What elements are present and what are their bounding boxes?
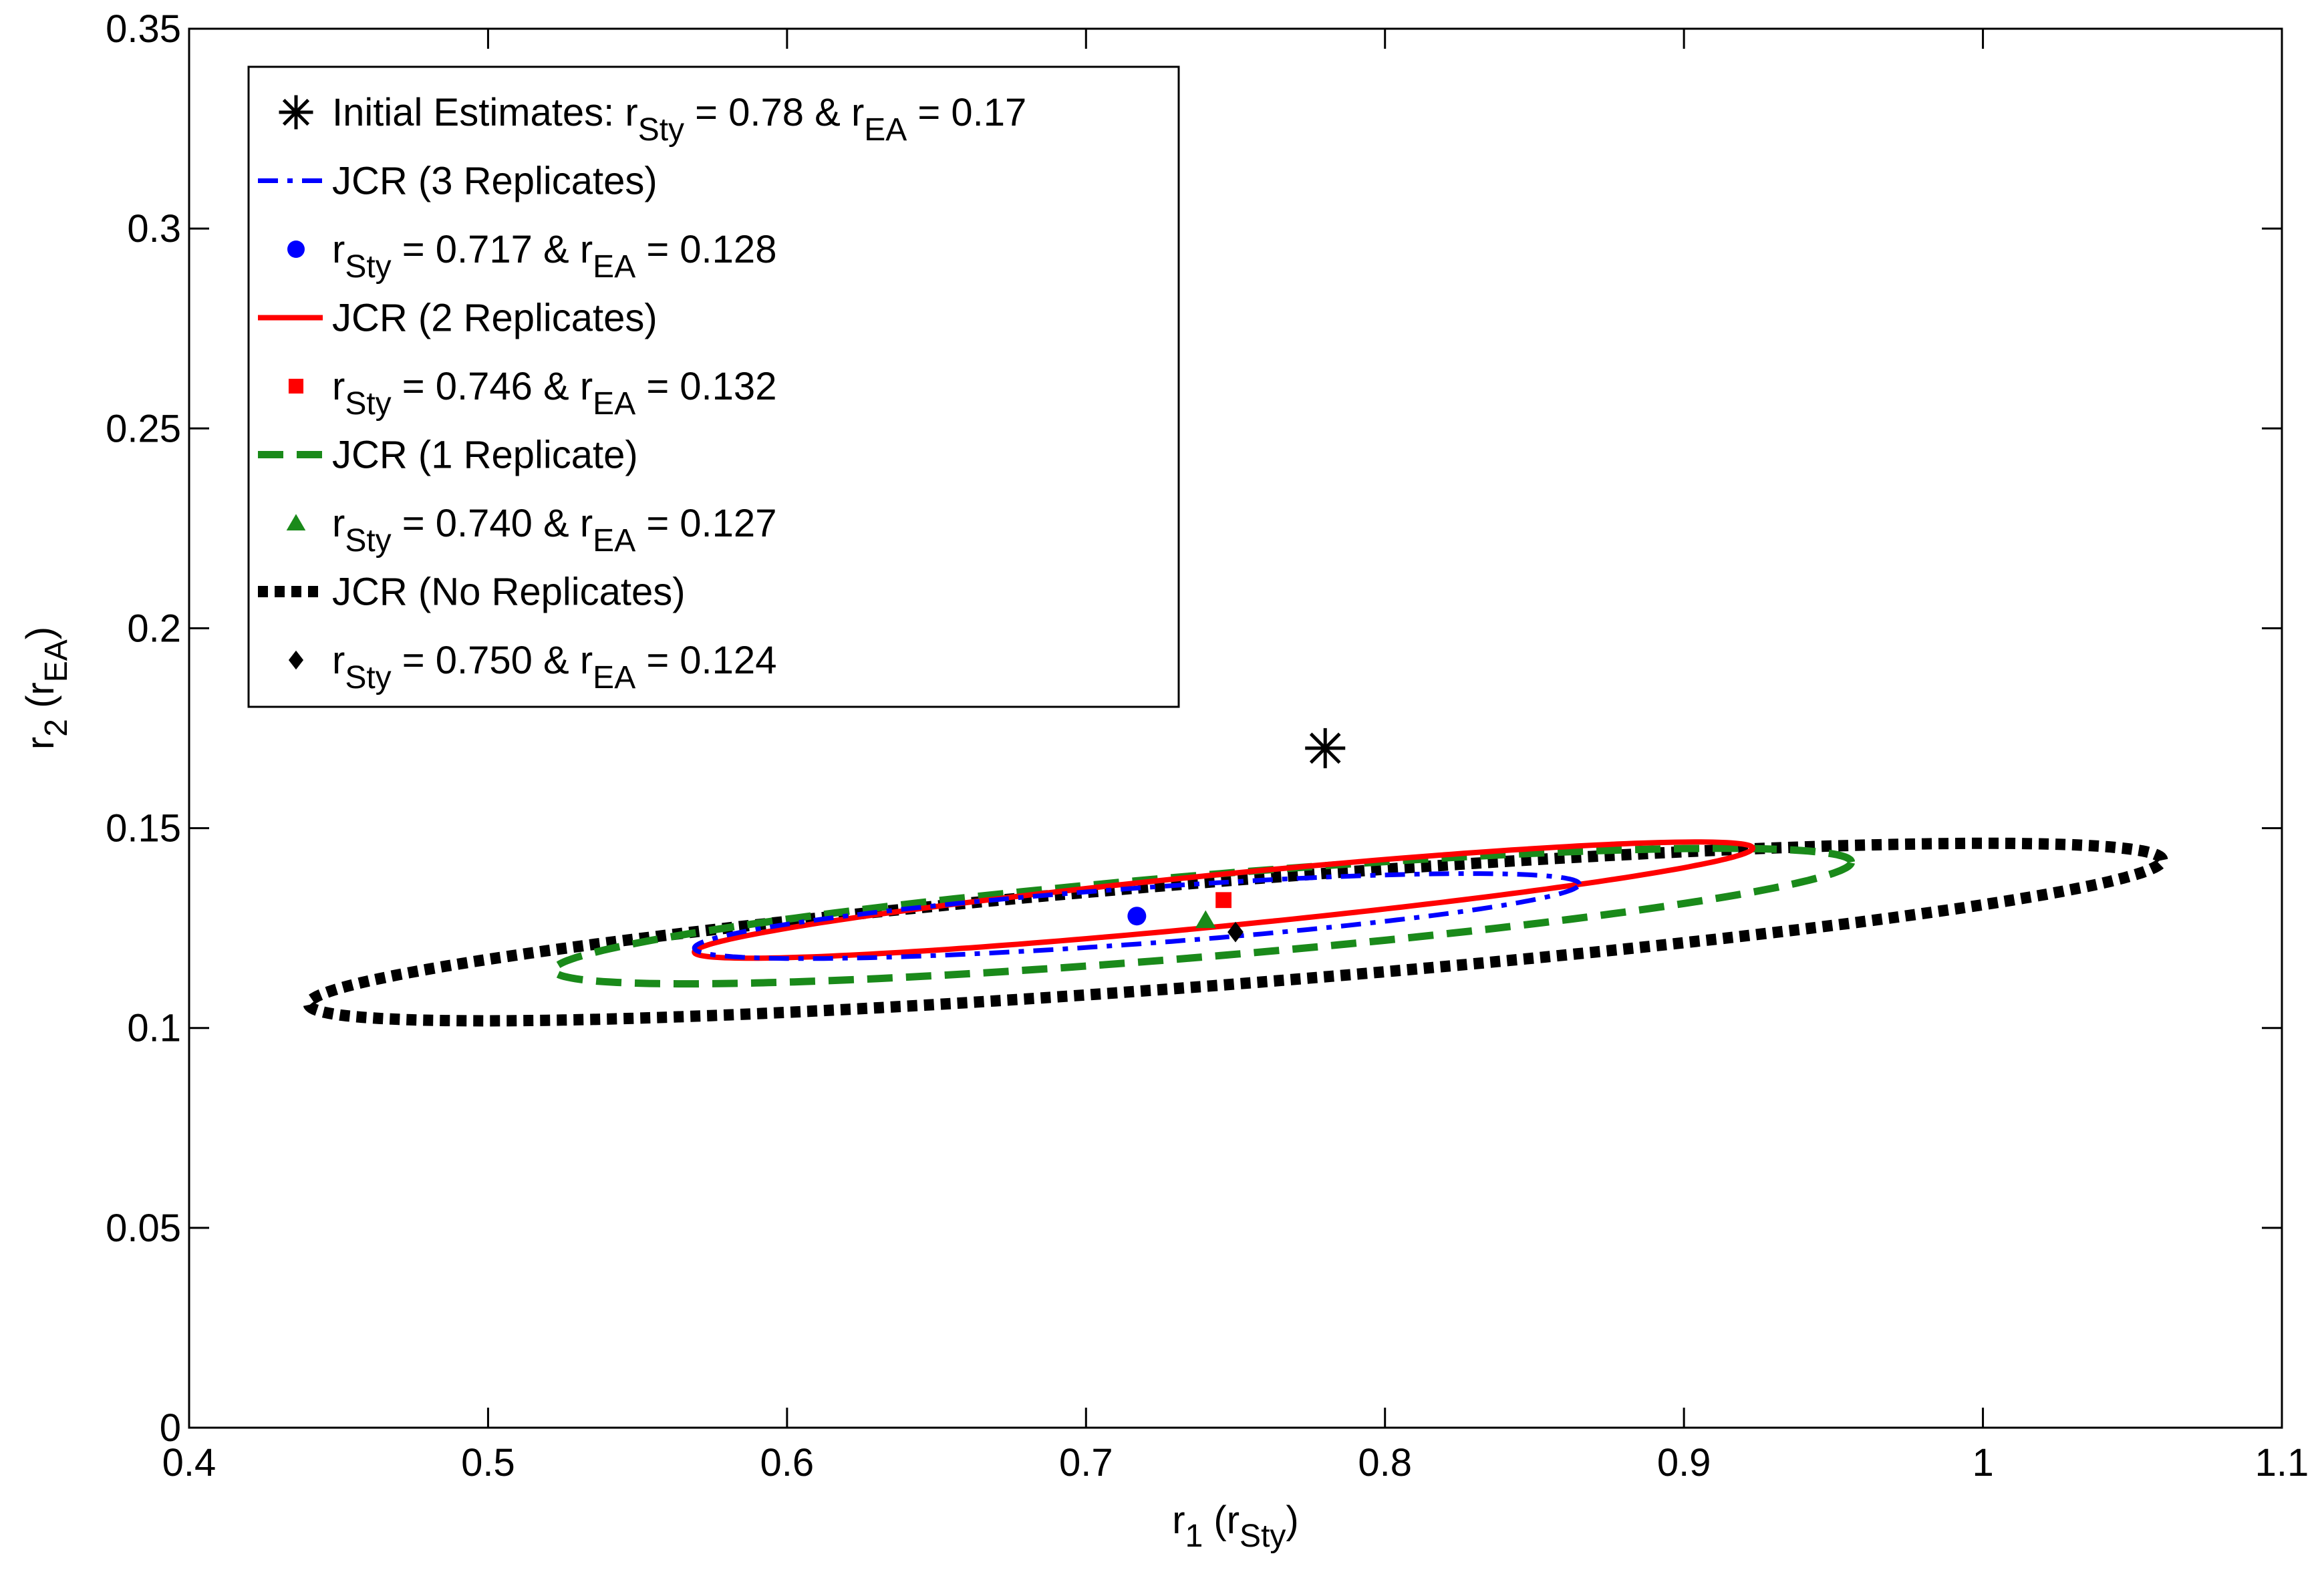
legend-label: rSty = 0.750 & rEA = 0.124 [332, 639, 776, 695]
plot-area [303, 837, 2168, 1027]
axes-frame [188, 27, 2283, 1429]
y-axis-label: r2 (rEA) [19, 627, 74, 750]
legend-box [247, 65, 1180, 708]
y-tick-label: 0.25 [106, 407, 181, 450]
legend-entry: JCR (No Replicates) [258, 571, 686, 614]
legend-entry: Initial Estimates: rSty = 0.78 & rEA = 0… [279, 91, 1026, 148]
legend-label: Initial Estimates: rSty = 0.78 & rEA = 0… [332, 91, 1026, 148]
legend-entry: rSty = 0.740 & rEA = 0.127 [286, 502, 776, 559]
legend-label: JCR (2 Replicates) [332, 297, 658, 340]
y-tick-label: 0 [160, 1406, 181, 1450]
region-jcr-no-replicates [303, 837, 2168, 1027]
legend-circle-marker [287, 241, 305, 258]
y-tick-label: 0.1 [127, 1007, 181, 1050]
markers-layer [1127, 728, 1346, 943]
legend-asterisk-marker [279, 95, 313, 130]
point-2-replicates-estimate [1215, 892, 1232, 909]
legend-entry: JCR (1 Replicate) [258, 434, 638, 477]
x-tick-label: 0.8 [1358, 1441, 1412, 1484]
axes: 0.4 0.5 0.6 0.7 0.8 0.9 1 1.1 0 0.05 0.1 0.15 0.2 0.2… [19, 7, 2309, 1554]
legend-label: JCR (No Replicates) [332, 571, 686, 614]
legend-entry: JCR (2 Replicates) [258, 297, 658, 340]
y-tick-label: 0.05 [106, 1207, 181, 1250]
x-tick-label: 0.7 [1059, 1441, 1113, 1484]
point-initial-estimates [1305, 728, 1346, 768]
region-jcr-3-replicates [692, 871, 1582, 961]
point-3-replicates-estimate [1127, 907, 1147, 926]
x-axis-label: r1 (rSty) [1172, 1499, 1298, 1554]
x-tick-label: 1 [1972, 1441, 1993, 1484]
legend-entry: JCR (3 Replicates) [258, 160, 658, 203]
legend-triangle-marker [286, 514, 306, 531]
legend-label: JCR (3 Replicates) [332, 160, 658, 203]
region-jcr-1-replicate [550, 844, 1856, 988]
point-no-replicates-estimate [1227, 921, 1244, 943]
y-tick-label: 0.35 [106, 7, 181, 51]
legend: Initial Estimates: rSty = 0.78 & rEA = 0… [247, 65, 1180, 708]
y-tick-label: 0.3 [127, 207, 181, 251]
legend-label: rSty = 0.746 & rEA = 0.132 [332, 365, 776, 422]
legend-entry: rSty = 0.746 & rEA = 0.132 [288, 365, 776, 422]
x-tick-label: 0.4 [162, 1441, 216, 1484]
legend-label: rSty = 0.740 & rEA = 0.127 [332, 502, 776, 559]
legend-square-marker [288, 378, 304, 394]
legend-diamond-marker [288, 650, 304, 670]
legend-label: rSty = 0.717 & rEA = 0.128 [332, 228, 776, 285]
x-tick-label: 0.5 [461, 1441, 515, 1484]
point-1-replicate-estimate [1195, 910, 1216, 929]
x-tick-label: 0.9 [1657, 1441, 1711, 1484]
legend-entry: rSty = 0.750 & rEA = 0.124 [288, 639, 776, 695]
x-tick-label: 0.6 [760, 1441, 815, 1484]
y-tick-label: 0.15 [106, 807, 181, 850]
legend-label: JCR (1 Replicate) [332, 434, 638, 477]
x-tick-label: 1.1 [2255, 1441, 2309, 1484]
legend-entry: rSty = 0.717 & rEA = 0.128 [287, 228, 776, 285]
y-tick-label: 0.2 [127, 607, 181, 650]
